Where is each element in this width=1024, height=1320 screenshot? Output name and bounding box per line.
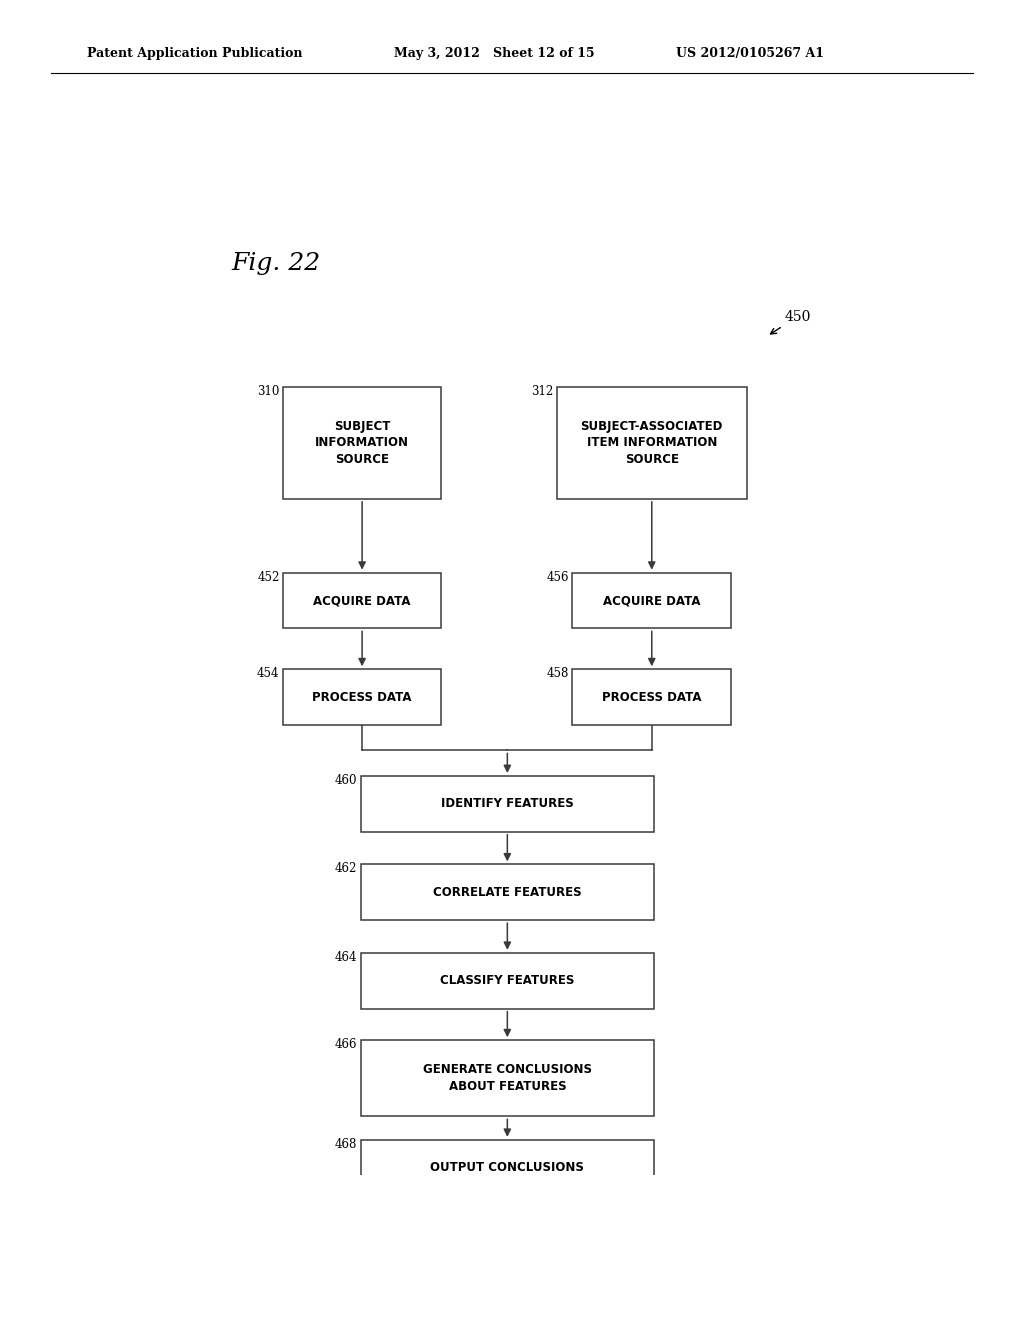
FancyBboxPatch shape (360, 953, 654, 1008)
Text: 456: 456 (547, 570, 569, 583)
Text: 310: 310 (257, 385, 280, 399)
Text: 464: 464 (335, 950, 357, 964)
FancyBboxPatch shape (360, 865, 654, 920)
Text: IDENTIFY FEATURES: IDENTIFY FEATURES (441, 797, 573, 810)
Text: GENERATE CONCLUSIONS
ABOUT FEATURES: GENERATE CONCLUSIONS ABOUT FEATURES (423, 1064, 592, 1093)
FancyBboxPatch shape (360, 1139, 654, 1196)
FancyBboxPatch shape (557, 387, 748, 499)
Text: PROCESS DATA: PROCESS DATA (312, 690, 412, 704)
Text: SUBJECT-ASSOCIATED
ITEM INFORMATION
SOURCE: SUBJECT-ASSOCIATED ITEM INFORMATION SOUR… (581, 420, 723, 466)
FancyBboxPatch shape (283, 669, 441, 725)
Text: US 2012/0105267 A1: US 2012/0105267 A1 (676, 46, 824, 59)
Text: ACQUIRE DATA: ACQUIRE DATA (603, 594, 700, 607)
Text: OUTPUT CONCLUSIONS: OUTPUT CONCLUSIONS (430, 1162, 585, 1175)
Text: Patent Application Publication: Patent Application Publication (87, 46, 302, 59)
Text: CORRELATE FEATURES: CORRELATE FEATURES (433, 886, 582, 899)
Text: 450: 450 (784, 310, 811, 325)
Text: SUBJECT
INFORMATION
SOURCE: SUBJECT INFORMATION SOURCE (315, 420, 410, 466)
FancyBboxPatch shape (360, 776, 654, 832)
Text: 454: 454 (257, 667, 280, 680)
Text: 462: 462 (335, 862, 357, 875)
Text: Fig. 22: Fig. 22 (231, 252, 321, 276)
Text: 312: 312 (531, 385, 553, 399)
FancyBboxPatch shape (572, 573, 731, 628)
Text: CLASSIFY FEATURES: CLASSIFY FEATURES (440, 974, 574, 987)
Text: PROCESS DATA: PROCESS DATA (602, 690, 701, 704)
Text: 458: 458 (547, 667, 569, 680)
FancyBboxPatch shape (360, 1040, 654, 1117)
Text: 452: 452 (257, 570, 280, 583)
Text: 460: 460 (335, 774, 357, 787)
FancyBboxPatch shape (283, 387, 441, 499)
Text: ACQUIRE DATA: ACQUIRE DATA (313, 594, 411, 607)
Text: 468: 468 (335, 1138, 357, 1151)
Text: 466: 466 (335, 1038, 357, 1051)
Text: May 3, 2012   Sheet 12 of 15: May 3, 2012 Sheet 12 of 15 (394, 46, 595, 59)
FancyBboxPatch shape (572, 669, 731, 725)
FancyBboxPatch shape (283, 573, 441, 628)
